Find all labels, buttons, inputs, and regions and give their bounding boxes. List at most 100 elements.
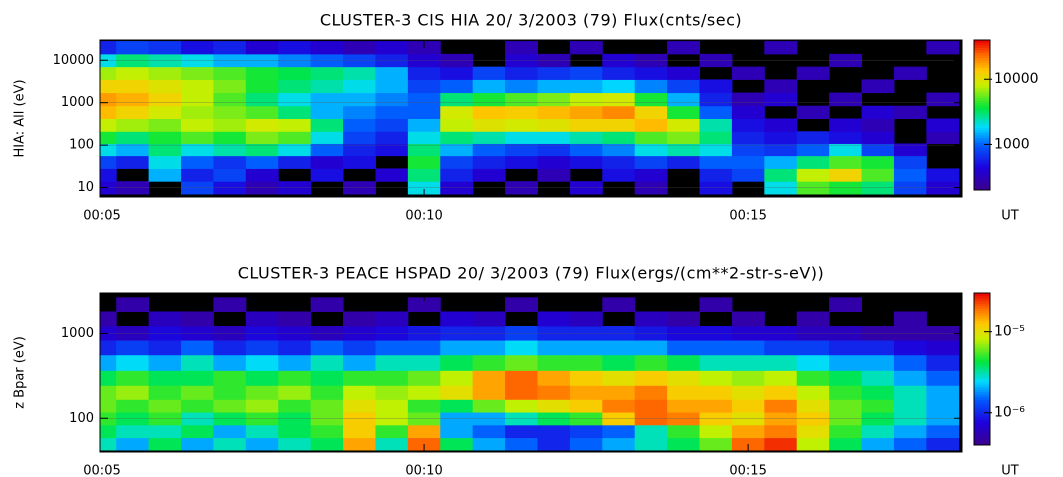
cell [731, 66, 765, 80]
cell [213, 118, 247, 132]
cell [310, 370, 344, 386]
cell [667, 370, 701, 386]
colorbar-step [974, 379, 990, 383]
cell [569, 437, 603, 451]
cell [181, 168, 214, 182]
cell [505, 399, 538, 413]
cell [181, 340, 214, 356]
cell [764, 92, 798, 107]
cell [667, 41, 701, 55]
cell [440, 143, 474, 157]
cell [375, 437, 409, 451]
cell [310, 118, 344, 132]
cell [440, 354, 474, 371]
cell [100, 424, 117, 439]
cell [100, 118, 117, 132]
colorbar-step [974, 293, 990, 297]
cell [375, 412, 409, 426]
cell [667, 131, 701, 144]
colorbar-step [974, 142, 990, 146]
cell [667, 424, 701, 439]
cell [407, 118, 441, 132]
cell [569, 143, 603, 157]
colorbar-frame [973, 292, 991, 446]
colorbar-step [974, 394, 990, 398]
cell [537, 340, 571, 356]
cell [213, 424, 247, 439]
cell [537, 370, 571, 386]
cell [148, 437, 182, 451]
cell [116, 412, 150, 426]
cell [181, 370, 214, 386]
colorbar-step [974, 391, 990, 395]
colorbar-step [974, 336, 990, 340]
cell [181, 412, 214, 426]
cell [407, 385, 441, 400]
cell [699, 399, 733, 413]
y-tick-label: 100 [69, 138, 94, 153]
cell [505, 41, 538, 55]
cell [569, 385, 603, 400]
cell [375, 92, 409, 107]
cell [310, 155, 344, 169]
colorbar-step [974, 80, 990, 83]
cell [926, 370, 960, 386]
cell [634, 399, 668, 413]
cell [764, 340, 798, 356]
cell [731, 155, 765, 169]
cell [731, 131, 765, 144]
cell [796, 340, 830, 356]
colorbar-step [974, 351, 990, 355]
colorbar-step [974, 70, 990, 73]
colorbar-step [974, 40, 990, 43]
cell [634, 66, 668, 80]
cell [343, 370, 376, 386]
cell [893, 340, 927, 356]
cell [116, 385, 150, 400]
cell [245, 118, 279, 132]
cell [213, 297, 247, 312]
cell [602, 437, 636, 451]
cell [505, 118, 538, 132]
cell [634, 118, 668, 132]
cell [602, 354, 636, 371]
cell [667, 92, 701, 107]
cell [100, 168, 117, 182]
colorbar-step [974, 55, 990, 58]
cell [926, 168, 960, 182]
cell [505, 424, 538, 439]
y-tick-label: 1000 [61, 326, 94, 341]
cell [861, 79, 895, 94]
colorbar-step [974, 117, 990, 121]
cell [278, 412, 312, 426]
cell [699, 105, 733, 119]
cell [245, 79, 279, 94]
cell [569, 340, 603, 356]
colorbar-step [974, 363, 990, 367]
cell [116, 131, 150, 144]
cells [100, 297, 960, 451]
cell [861, 370, 895, 386]
x-tick-label: 00:15 [729, 464, 766, 477]
cell [667, 143, 701, 157]
cell [148, 354, 182, 371]
cell [343, 118, 376, 132]
cell [100, 412, 117, 426]
cell [278, 424, 312, 439]
cell [667, 66, 701, 80]
cell [407, 155, 441, 169]
colorbar-step [974, 122, 990, 126]
cell [472, 370, 506, 386]
colorbar-step [974, 187, 990, 191]
cell [602, 399, 636, 413]
cell [440, 131, 474, 144]
cell [407, 399, 441, 413]
cell [893, 155, 927, 169]
cell [796, 311, 830, 327]
colorbar-step [974, 60, 990, 63]
cell [148, 41, 182, 55]
colorbar-step [974, 348, 990, 352]
cell [100, 437, 117, 451]
cell [472, 155, 506, 169]
colorbar-step [974, 328, 990, 332]
